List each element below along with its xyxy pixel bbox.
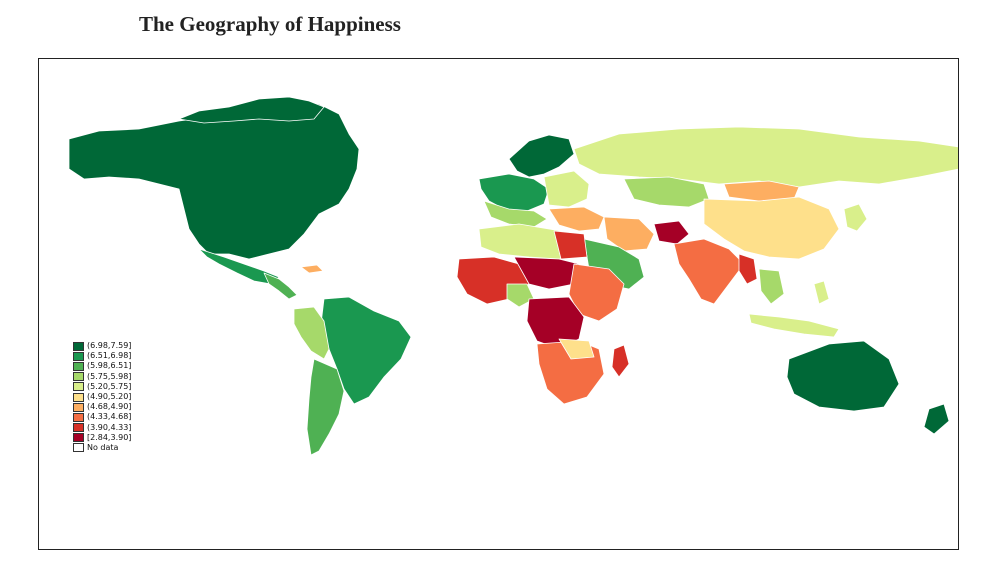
legend-item: (5.20,5.75] xyxy=(73,382,131,392)
region-madagascar xyxy=(611,344,630,378)
legend-item: (4.33,4.68] xyxy=(73,412,131,422)
region-andes xyxy=(293,306,330,360)
legend-item: (4.90,5.20] xyxy=(73,392,131,402)
region-indonesia xyxy=(748,313,840,338)
region-russia xyxy=(573,126,958,188)
region-north-america xyxy=(68,98,360,260)
region-western-europe xyxy=(478,173,550,212)
region-turkey-levant xyxy=(548,206,605,232)
legend-item: (6.98,7.59] xyxy=(73,341,131,351)
legend-swatch xyxy=(73,361,84,371)
region-philippines xyxy=(813,280,830,305)
legend-label: [2.84,3.90] xyxy=(87,432,132,442)
legend-swatch xyxy=(73,351,84,361)
legend-item: (5.75,5.98] xyxy=(73,372,131,382)
region-china xyxy=(703,196,840,260)
region-korea-japan xyxy=(843,203,868,232)
legend-label: (4.33,4.68] xyxy=(87,412,132,422)
region-iran xyxy=(603,216,655,252)
region-scandinavia xyxy=(508,134,575,178)
region-southeast-asia xyxy=(758,268,785,305)
legend-swatch xyxy=(73,341,84,351)
legend-label: (3.90,4.33] xyxy=(87,422,132,432)
legend-label: (6.51,6.98] xyxy=(87,351,132,361)
legend-item: No data xyxy=(73,443,131,453)
region-caribbean xyxy=(300,264,324,274)
region-australia xyxy=(786,340,900,412)
legend-label: (5.98,6.51] xyxy=(87,361,132,371)
region-egypt xyxy=(553,230,588,260)
legend-item: [2.84,3.90] xyxy=(73,433,131,443)
legend-swatch xyxy=(73,412,84,422)
legend-label: No data xyxy=(87,442,119,452)
legend-label: (5.20,5.75] xyxy=(87,381,132,391)
legend-swatch xyxy=(73,423,84,433)
legend-swatch xyxy=(73,402,84,412)
legend-swatch xyxy=(73,372,84,382)
region-new-zealand xyxy=(923,403,950,435)
legend-swatch xyxy=(73,382,84,392)
legend-label: (6.98,7.59] xyxy=(87,341,132,351)
region-india xyxy=(673,238,745,305)
legend-item: (6.51,6.98] xyxy=(73,351,131,361)
region-greenland-arctic xyxy=(178,96,325,124)
region-nigeria xyxy=(506,283,535,308)
legend-item: (3.90,4.33] xyxy=(73,423,131,433)
legend-item: (5.98,6.51] xyxy=(73,361,131,371)
region-eastern-europe xyxy=(543,170,590,208)
region-zambia-malawi xyxy=(558,338,595,360)
region-afghanistan xyxy=(653,220,690,245)
region-southern-europe xyxy=(483,200,548,228)
region-east-africa xyxy=(568,263,625,322)
legend-label: (4.68,4.90] xyxy=(87,402,132,412)
region-myanmar xyxy=(738,253,758,285)
region-central-america xyxy=(263,272,298,300)
legend-swatch xyxy=(73,443,84,453)
legend-swatch xyxy=(73,392,84,402)
legend-swatch xyxy=(73,433,84,443)
legend-item: (4.68,4.90] xyxy=(73,402,131,412)
region-brazil xyxy=(320,296,412,405)
map-legend: (6.98,7.59] (6.51,6.98] (5.98,6.51] (5.7… xyxy=(73,341,131,453)
region-southern-cone xyxy=(306,358,345,456)
world-map xyxy=(68,96,958,456)
map-frame xyxy=(38,58,959,550)
map-title: The Geography of Happiness xyxy=(139,12,401,36)
legend-label: (5.75,5.98] xyxy=(87,371,132,381)
region-kazakhstan xyxy=(623,176,710,208)
legend-label: (4.90,5.20] xyxy=(87,392,132,402)
